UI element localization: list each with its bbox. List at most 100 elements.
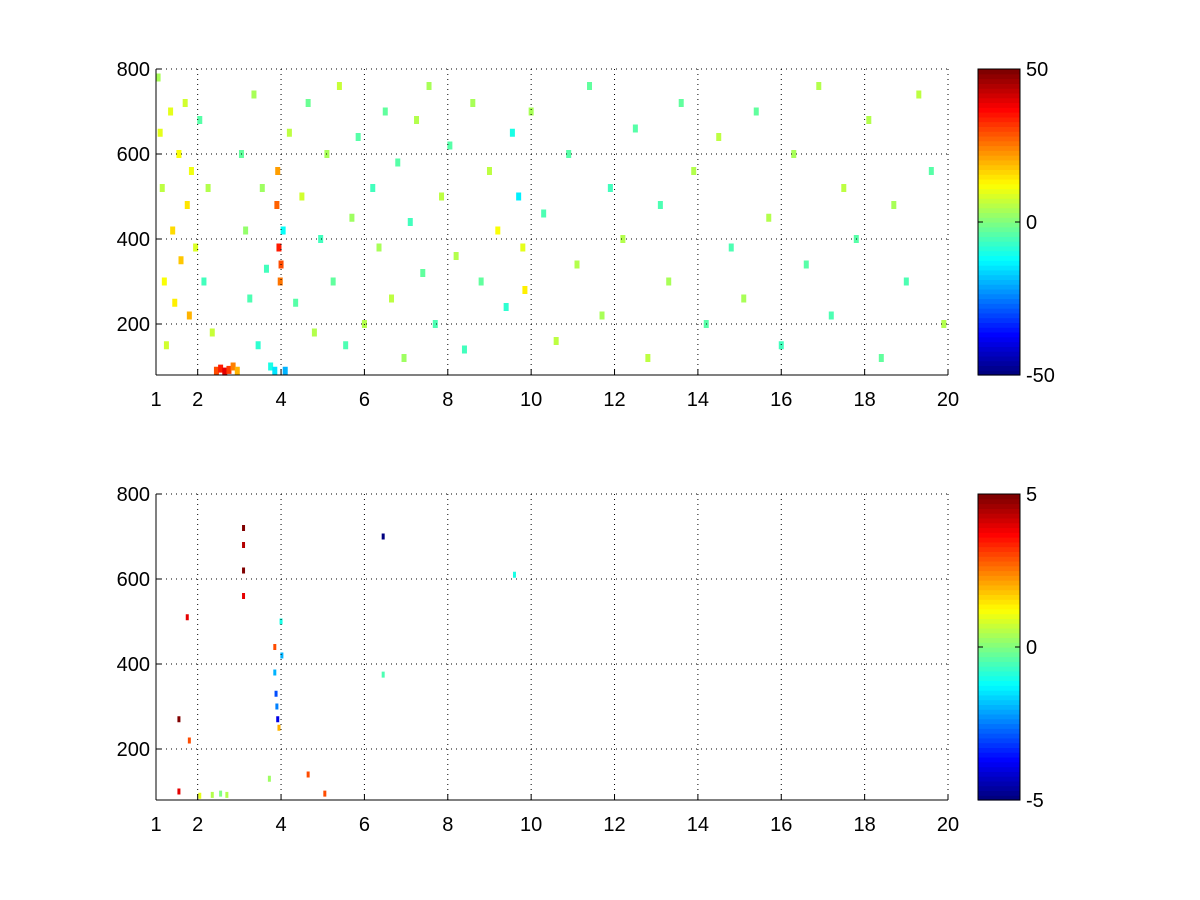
colorbar-tick-label: 5 [1026,484,1037,506]
colorbar-swatch [978,341,1020,347]
colorbar-swatch [978,284,1020,290]
colorbar-swatch [978,613,1020,619]
colorbar-swatch [978,126,1020,132]
colorbar-swatch [978,580,1020,586]
x-tick-label: 18 [854,389,876,411]
colorbar-swatch [978,728,1020,734]
heatmap-cell [277,724,281,731]
colorbar-swatch [978,112,1020,118]
colorbar-swatch [978,145,1020,151]
heatmap-cell [213,366,219,375]
heatmap-cell [178,256,184,265]
heatmap-cell [470,99,476,107]
colorbar-swatch [978,102,1020,108]
colorbar-swatch [978,599,1020,605]
heatmap-cell [218,364,224,373]
heatmap-cell [407,218,413,226]
colorbar: -50 0 50 [977,59,1055,387]
heatmap-cell [259,184,265,192]
heatmap-cell [599,311,605,320]
heatmap-cell [420,269,426,277]
heatmap-cell [272,366,278,375]
colorbar-swatch [978,131,1020,137]
colorbar-swatch [978,790,1020,796]
heatmap-cell [678,99,684,107]
heatmap-cell [205,184,211,192]
heatmap-cell [574,260,580,269]
colorbar-swatch [978,637,1020,643]
colorbar-swatch [978,217,1020,223]
colorbar-swatch [978,355,1020,362]
heatmap-cell [184,201,190,209]
colorbar-swatch [978,164,1020,171]
heatmap-cell [226,365,232,374]
y-tick-label: 800 [117,59,150,81]
y-tick-label: 200 [117,739,150,761]
colorbar-swatch [978,322,1020,328]
heatmap-cell [209,328,215,337]
colorbar-swatch [978,183,1020,190]
heatmap-cell [299,192,305,201]
heatmap-cell [728,243,734,252]
heatmap-cell [528,107,534,116]
colorbar-swatch [978,360,1020,367]
heatmap-cell [382,107,388,116]
colorbar-swatch [978,226,1020,233]
heatmap-cell [903,277,909,286]
colorbar-swatch [978,771,1020,777]
heatmap-cell [280,652,284,659]
heatmap-cell [230,362,236,371]
colorbar-swatch [978,78,1020,84]
x-tick-label: 6 [359,389,370,411]
colorbar-swatch [978,121,1020,127]
heatmap-cell [381,671,385,678]
colorbar-swatch [978,169,1020,175]
heatmap-cell [277,277,283,286]
heatmap-cell [176,150,182,158]
colorbar-swatch [978,193,1020,199]
colorbar-swatch [978,651,1020,658]
colorbar-swatch [978,680,1020,686]
heatmap-cell [177,788,181,795]
colorbar-swatch [978,627,1020,634]
heatmap-cell [263,264,269,273]
colorbar-swatch [978,494,1020,500]
heatmap-cell [395,158,401,167]
heatmap-cell [330,277,336,286]
colorbar-swatch [978,150,1020,156]
heatmap-cell [432,320,438,328]
colorbar-swatch [978,508,1020,514]
colorbar-swatch [978,303,1020,309]
heatmap-cell [928,167,934,175]
heatmap-cell [553,337,559,345]
colorbar-swatch [978,785,1020,792]
colorbar-swatch [978,608,1020,615]
heatmap-cell [201,277,207,286]
colorbar-swatch [978,312,1020,319]
heatmap-cell [461,345,467,354]
y-tick-label: 400 [117,654,150,676]
colorbar-swatch [978,365,1020,371]
heatmap-cell [170,226,176,235]
x-tick-label: 14 [687,389,709,411]
colorbar-swatch [978,718,1020,725]
colorbar-swatch [978,656,1020,662]
x-tick-label: 1 [150,814,161,836]
heatmap-cell [219,790,223,797]
heatmap-cell [276,716,280,723]
heatmap-cell [587,82,593,90]
colorbar-swatch [978,690,1020,696]
heatmap-cell [177,716,181,723]
heatmap-cell [414,116,420,124]
heatmap-cell [187,737,191,744]
heatmap-cell [318,235,324,243]
colorbar-swatch [978,685,1020,691]
colorbar-swatch [978,517,1020,524]
heatmap-cell [941,320,947,328]
colorbar-swatch [978,269,1020,276]
colorbar-swatch [978,570,1020,576]
colorbar: -5 0 5 [977,484,1044,812]
colorbar-swatch [978,231,1020,237]
x-tick-label: 6 [359,814,370,836]
